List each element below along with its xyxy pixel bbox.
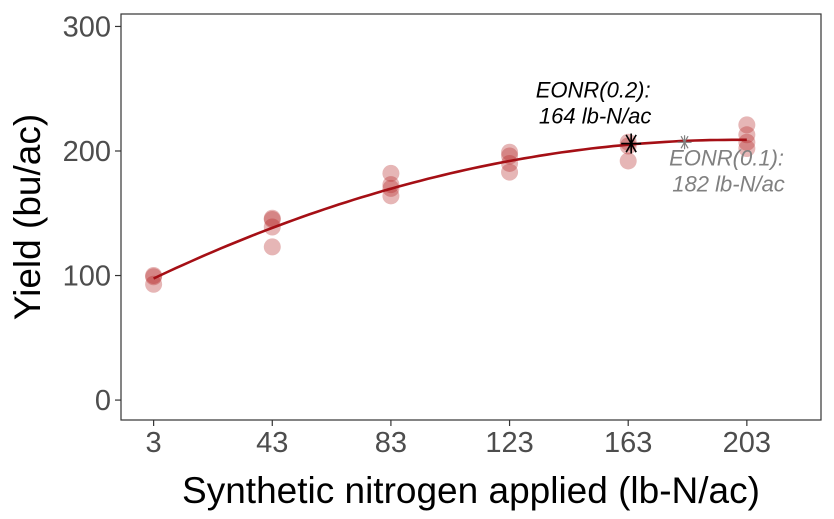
eonr-label-line2: 182 lb-N/ac [672,171,785,196]
fit-curve [153,138,747,280]
eonr-label-line1: EONR(0.2): [536,78,651,103]
plot-panel-border [120,13,822,421]
data-point [738,133,756,151]
x-tick-label: 3 [146,427,162,459]
x-tick-label: 123 [485,427,533,459]
data-point [619,152,637,170]
y-tick-label: 0 [95,385,111,417]
y-axis-title: Yield (bu/ac) [7,114,48,320]
y-axis: 0 100 200 300 [63,11,121,417]
eonr-marker [621,133,642,154]
eonr-markers: EONR(0.2):164 lb-N/ac EONR(0.1):182 lb-N/… [536,78,785,197]
data-point [382,164,400,182]
data-point [738,116,756,134]
data-point [501,143,519,161]
eonr-label-line2: 164 lb-N/ac [539,104,652,129]
data-point [263,210,281,228]
data-point [738,140,756,158]
data-point [263,209,281,227]
data-point [382,187,400,205]
x-axis-title: Synthetic nitrogen applied (lb-N/ac) [182,470,760,511]
y-tick-label: 300 [63,11,111,43]
data-point [501,163,519,181]
x-axis: 3 43 83 123 163 203 [146,420,771,459]
eonr-marker [677,135,692,150]
data-point [145,267,163,285]
x-tick-label: 203 [723,427,771,459]
y-tick-label: 200 [63,136,111,168]
y-tick-label: 100 [63,261,111,293]
data-point [263,238,281,256]
x-tick-label: 43 [256,427,288,459]
data-point [145,275,163,293]
x-tick-label: 83 [375,427,407,459]
x-tick-label: 163 [604,427,652,459]
data-point [145,268,163,286]
eonr-label-line1: EONR(0.1): [669,145,784,170]
